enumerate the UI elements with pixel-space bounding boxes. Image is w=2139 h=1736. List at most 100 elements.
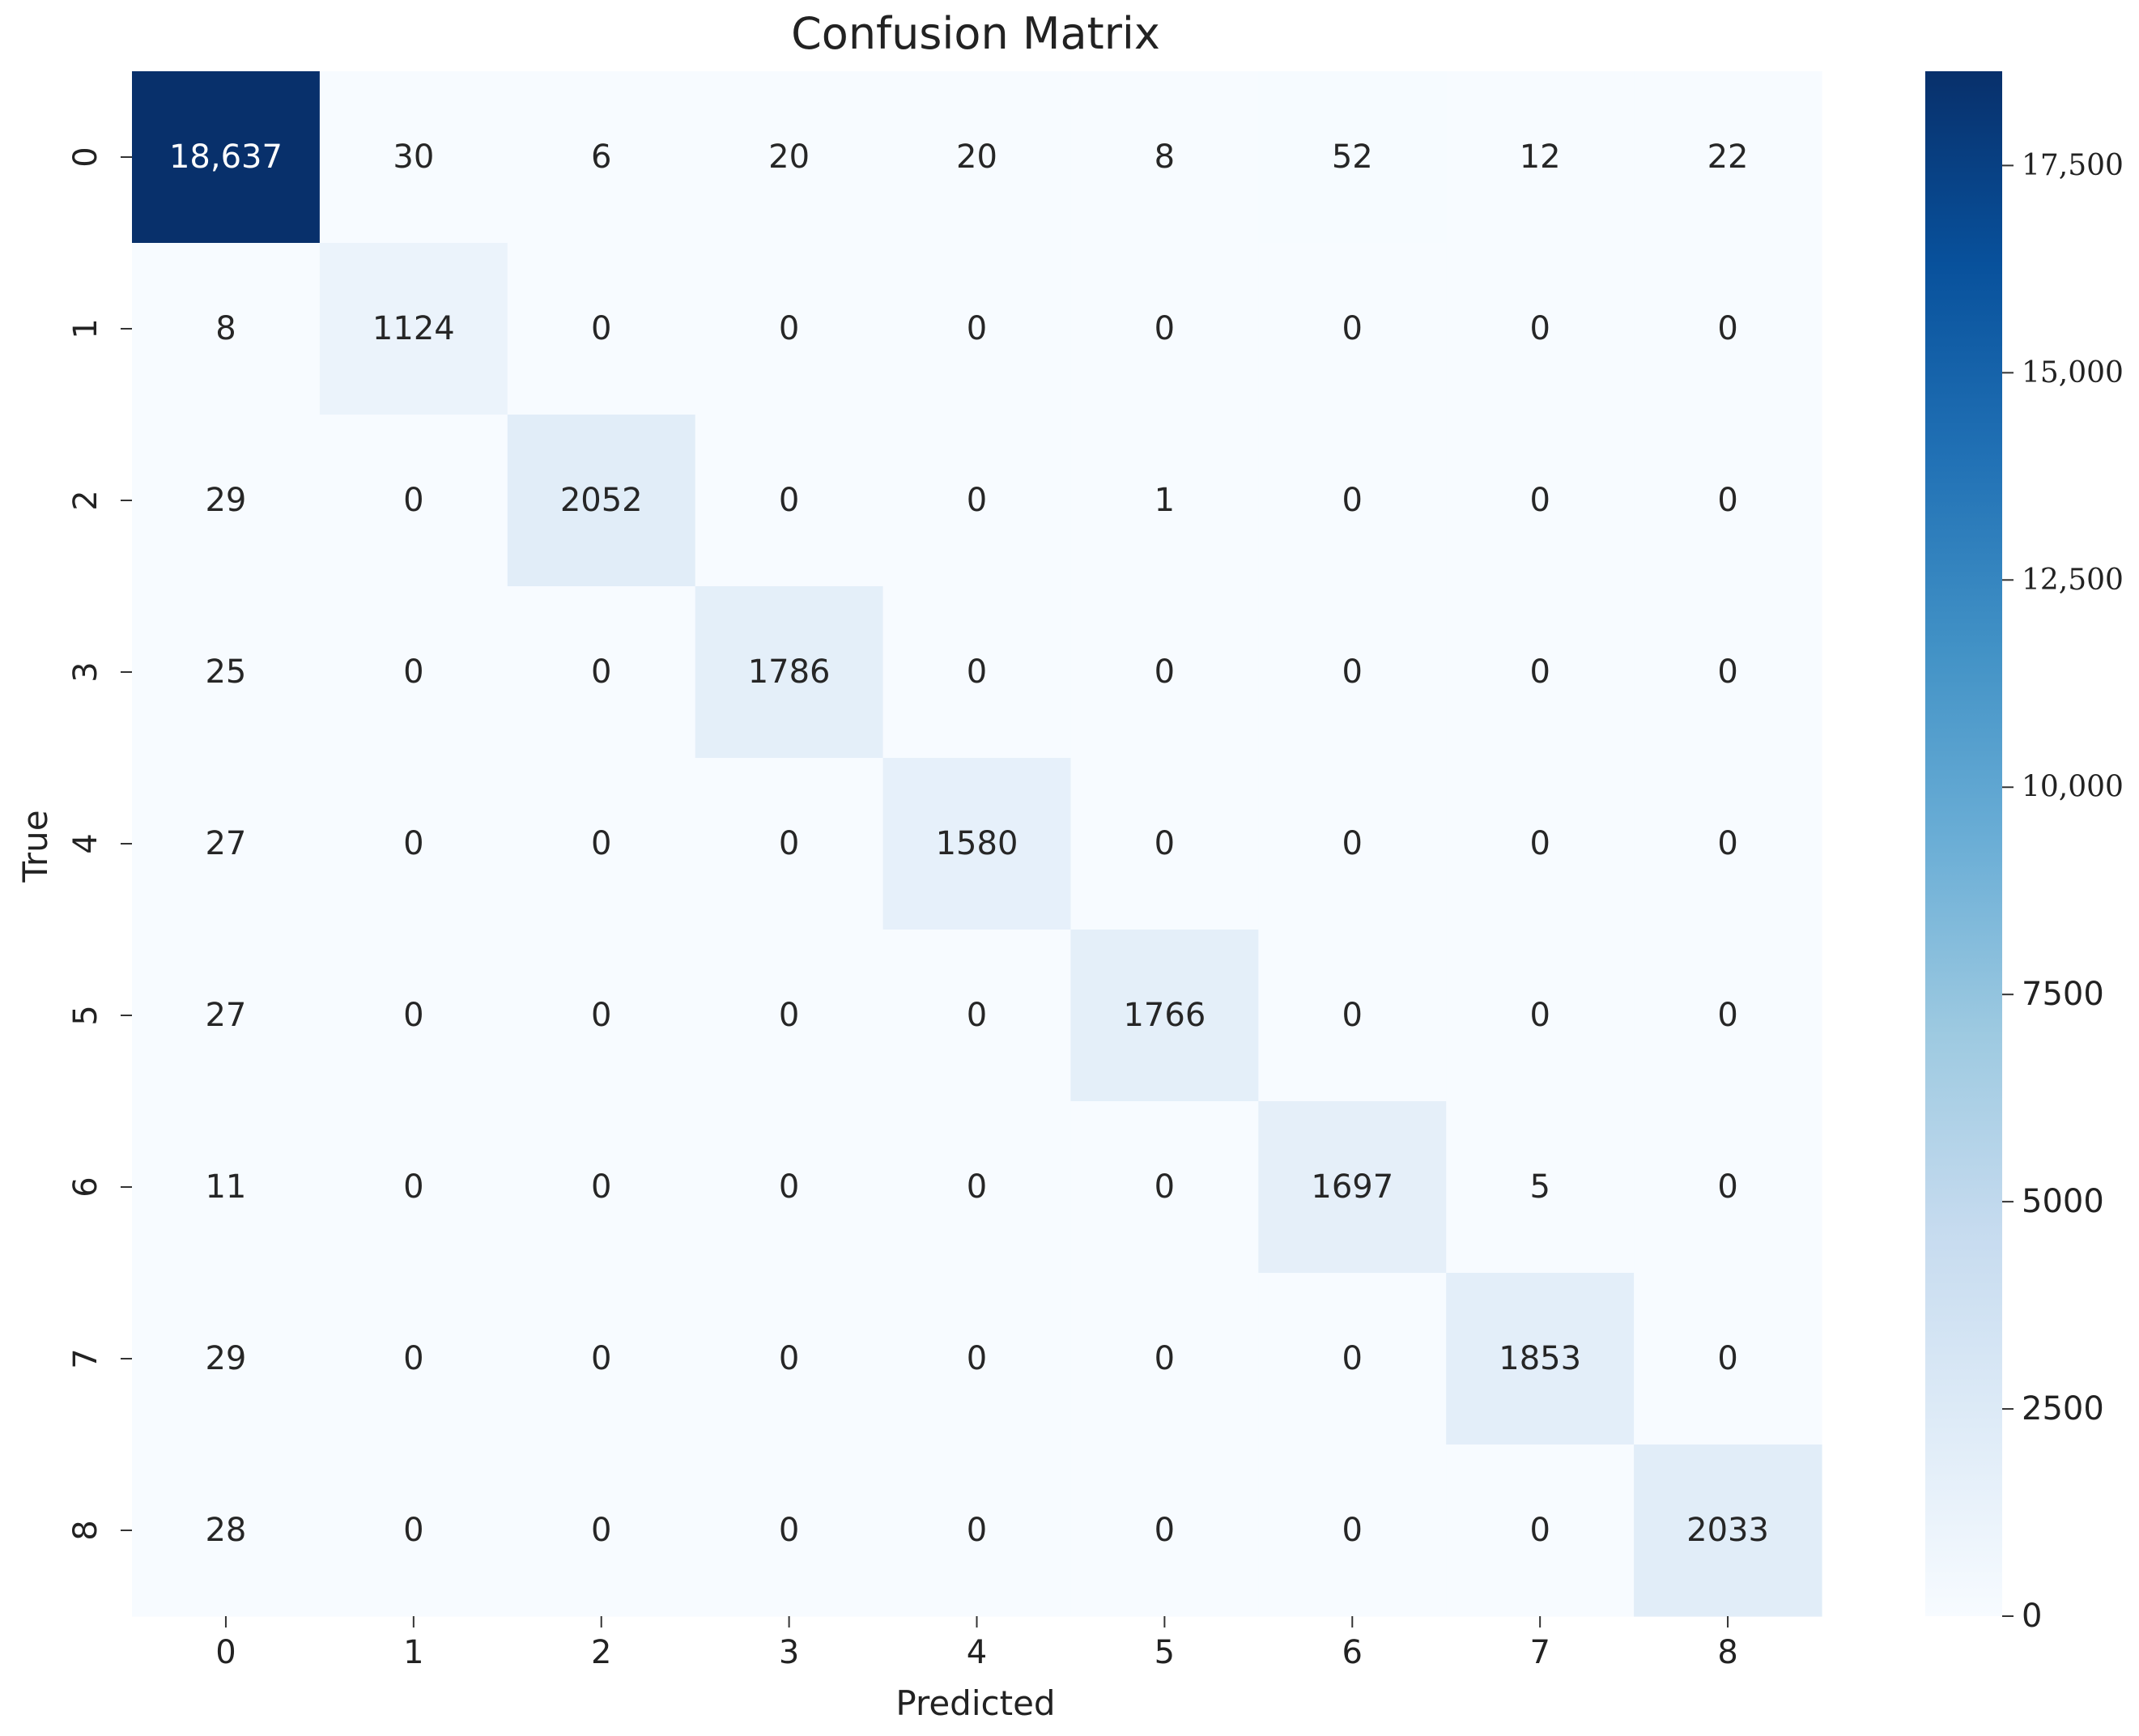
heatmap-cell-r0-c5 [1070, 71, 1259, 244]
x-axis: 0 1 2 3 4 5 6 7 8 [215, 1616, 1738, 1671]
cell-value-r2-c4: 0 [967, 482, 987, 519]
cell-value-r5-c0: 27 [205, 997, 246, 1034]
cell-value-r6-c4: 0 [967, 1168, 987, 1206]
heatmap-cell-r0-c8 [1634, 71, 1822, 244]
heatmap-cell-r5-c8 [1634, 930, 1822, 1102]
x-tick-label-5: 5 [1155, 1634, 1175, 1671]
cell-value-r7-c7: 1853 [1499, 1340, 1581, 1377]
cell-value-r1-c5: 0 [1155, 310, 1175, 347]
heatmap-cell-r4-c5 [1070, 758, 1259, 930]
heatmap-cell-r8-c7 [1446, 1445, 1635, 1617]
heatmap-cell-r2-c1 [319, 415, 508, 587]
heatmap-cell-r4-c8 [1634, 758, 1822, 930]
cell-value-r8-c3: 0 [779, 1512, 799, 1549]
heatmap-cell-r1-c8 [1634, 243, 1822, 415]
heatmap-cell-r6-c6 [1258, 1101, 1447, 1274]
heatmap-cell-r8-c5 [1070, 1445, 1259, 1617]
heatmap-cell-r6-c4 [882, 1101, 1072, 1274]
cell-value-r2-c7: 0 [1529, 482, 1550, 519]
cell-value-r8-c2: 0 [591, 1512, 611, 1549]
heatmap-cell-r1-c3 [695, 243, 884, 415]
heatmap-cell-r4-c7 [1446, 758, 1635, 930]
heatmap-cell-r3-c3 [695, 586, 884, 759]
heatmap-cell-r8-c1 [319, 1445, 508, 1617]
colorbar-tick-label-6: 15,000 [2022, 356, 2124, 389]
cell-value-r2-c1: 0 [403, 482, 423, 519]
cell-value-r8-c7: 0 [1529, 1512, 1550, 1549]
heatmap-cell-r5-c2 [507, 930, 696, 1102]
heatmap-cell-r0-c7 [1446, 71, 1635, 244]
cell-value-r3-c5: 0 [1155, 653, 1175, 691]
heatmap-cell-r0-c6 [1258, 71, 1447, 244]
cell-value-r1-c4: 0 [967, 310, 987, 347]
cell-value-r1-c1: 1124 [372, 310, 455, 347]
heatmap-cell-r7-c1 [319, 1273, 508, 1445]
heatmap-cell-r8-c0 [132, 1445, 321, 1617]
heatmap-cell-r4-c1 [319, 758, 508, 930]
heatmap-cell-r8-c8 [1634, 1445, 1822, 1617]
colorbar-tick-label-0: 0 [2022, 1598, 2042, 1635]
heatmap-cell-r3-c6 [1258, 586, 1447, 759]
y-tick-label-6: 6 [67, 1176, 104, 1197]
cell-value-r3-c1: 0 [403, 653, 423, 691]
cell-value-r2-c0: 29 [205, 482, 246, 519]
heatmap-cell-r6-c5 [1070, 1101, 1259, 1274]
cell-value-r2-c2: 2052 [560, 482, 643, 519]
heatmap-cell-r5-c6 [1258, 930, 1447, 1102]
cell-value-r5-c4: 0 [967, 997, 987, 1034]
cell-value-r6-c6: 1697 [1311, 1168, 1393, 1206]
cell-value-r0-c5: 8 [1155, 138, 1175, 176]
cell-value-r0-c3: 20 [768, 138, 810, 176]
heatmap-cell-r5-c4 [882, 930, 1072, 1102]
heatmap-cell-r8-c4 [882, 1445, 1072, 1617]
heatmap-cell-r4-c2 [507, 758, 696, 930]
heatmap-cell-r4-c0 [132, 758, 321, 930]
cell-value-r4-c4: 1580 [936, 825, 1018, 862]
cell-value-r7-c2: 0 [591, 1340, 611, 1377]
cell-value-r1-c6: 0 [1342, 310, 1363, 347]
cell-value-r7-c6: 0 [1342, 1340, 1363, 1377]
heatmap-cell-r3-c7 [1446, 586, 1635, 759]
cell-value-r4-c8: 0 [1717, 825, 1737, 862]
x-tick-label-6: 6 [1342, 1634, 1363, 1671]
heatmap-cell-r2-c2 [507, 415, 696, 587]
cell-value-r8-c6: 0 [1342, 1512, 1363, 1549]
heatmap-cell-r2-c6 [1258, 415, 1447, 587]
heatmap-cell-r3-c2 [507, 586, 696, 759]
heatmap-cell-r8-c2 [507, 1445, 696, 1617]
heatmap-cell-r2-c0 [132, 415, 321, 587]
cell-value-r3-c8: 0 [1717, 653, 1737, 691]
cell-value-r2-c6: 0 [1342, 482, 1363, 519]
cell-value-r2-c5: 1 [1155, 482, 1175, 519]
cell-value-r8-c5: 0 [1155, 1512, 1175, 1549]
heatmap-cell-r0-c0 [132, 71, 321, 244]
cell-value-r3-c6: 0 [1342, 653, 1363, 691]
cell-value-r8-c1: 0 [403, 1512, 423, 1549]
heatmap-cell-r7-c3 [695, 1273, 884, 1445]
y-tick-label-1: 1 [67, 318, 104, 338]
cell-value-r5-c5: 1766 [1123, 997, 1206, 1034]
x-tick-label-0: 0 [215, 1634, 236, 1671]
heatmap-cell-r6-c7 [1446, 1101, 1635, 1274]
cell-value-r7-c0: 29 [205, 1340, 246, 1377]
cell-value-r0-c4: 20 [956, 138, 997, 176]
colorbar-tick-label-5: 12,500 [2022, 564, 2124, 597]
cell-value-r4-c1: 0 [403, 825, 423, 862]
heatmap-cell-r6-c8 [1634, 1101, 1822, 1274]
cell-value-r5-c1: 0 [403, 997, 423, 1034]
heatmap-cell-r5-c0 [132, 930, 321, 1102]
cell-value-r6-c7: 5 [1529, 1168, 1550, 1206]
heatmap-cell-r0-c3 [695, 71, 884, 244]
x-tick-label-7: 7 [1529, 1634, 1550, 1671]
cell-value-r1-c0: 8 [215, 310, 236, 347]
heatmap-cell-r4-c3 [695, 758, 884, 930]
heatmap-cell-r1-c6 [1258, 243, 1447, 415]
heatmap-cell-r6-c0 [132, 1101, 321, 1274]
y-axis: 0 1 2 3 4 5 6 7 8 [67, 147, 132, 1541]
heatmap-cell-r0-c2 [507, 71, 696, 244]
heatmap-cell-r3-c5 [1070, 586, 1259, 759]
heatmap-cell-r7-c5 [1070, 1273, 1259, 1445]
heatmap-cells [132, 71, 1822, 1617]
cell-value-r7-c1: 0 [403, 1340, 423, 1377]
heatmap-cell-r5-c5 [1070, 930, 1259, 1102]
